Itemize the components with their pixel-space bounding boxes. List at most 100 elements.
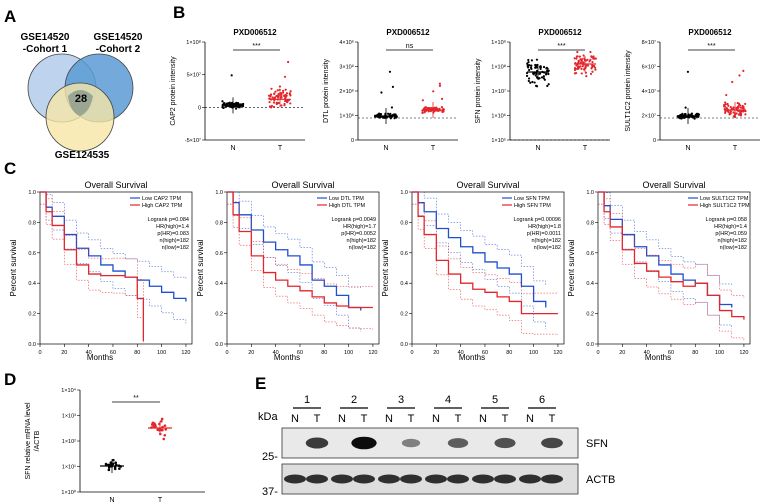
protein-plot-point-N (693, 117, 696, 120)
protein-plot-point-T (729, 105, 732, 109)
protein-plot-point-N (224, 105, 227, 108)
km-ci-lower-Low CAP2 TPM (40, 203, 187, 324)
protein-plot-point-T (731, 80, 734, 84)
km-plot-ytick-label: 0.8 (28, 220, 36, 226)
km-plot-xtick-label: 0 (38, 350, 41, 356)
km-plot-ytick-label: 0.8 (215, 220, 223, 226)
km-ci-upper-High DTL TPM (227, 191, 374, 288)
km-curve-High CAP2 TPM (40, 191, 145, 341)
km-plot-ytick-label: 0.8 (586, 220, 594, 226)
protein-plot-point-N (391, 85, 395, 88)
protein-plot-point-N (547, 72, 550, 76)
km-stat-line: n(high)=182 (531, 238, 561, 244)
protein-plot-point-T (580, 67, 583, 71)
blot-lane-number: 3 (398, 394, 404, 406)
protein-plot-ytick-label: 0 (351, 138, 354, 144)
protein-plot-significance: *** (707, 43, 715, 50)
km-plot-xtick-label: 80 (321, 350, 327, 356)
blot-kda-label: kDa (258, 411, 278, 423)
protein-plot-ytick-label: 1×10⁶ (491, 113, 506, 120)
venn-overlap-region (68, 90, 93, 116)
protein-plot-point-T (727, 110, 730, 113)
km-ci-lower-Low DTL TPM (227, 203, 362, 332)
blot-lane-label-T: T (455, 413, 462, 425)
protein-plot-point-N (528, 68, 531, 72)
blot-lane-label-N: N (479, 413, 487, 425)
protein-plot-point-T (438, 84, 442, 88)
km-plot-frame (39, 191, 193, 345)
blot-band-actb (306, 474, 328, 484)
venn-label-cohort2-a: GSE14520 (94, 32, 143, 43)
protein-plot-point-N (222, 102, 225, 105)
km-plot-xtick-label: 100 (344, 350, 353, 356)
venn-circle-gse124535 (45, 82, 115, 152)
km-ci-upper-Low DTL TPM (227, 191, 362, 290)
protein-plot-point-T (272, 105, 276, 109)
blot-band-actb (541, 474, 563, 484)
protein-plot-point-N (388, 70, 392, 73)
panel-label-e: E (255, 374, 266, 393)
km-plot-xtick-label: 80 (506, 350, 512, 356)
protein-plot-1: PXD006512 CAP2 protein intensity 1×10⁸ 5×10… (170, 28, 305, 152)
protein-plot-point-T (732, 106, 735, 109)
km-plot-ytick-label: 0.2 (28, 312, 36, 318)
km-ci-upper-High SULT1C2 TPM (598, 191, 745, 298)
km-plot-ylabel: Percent survival (567, 239, 576, 296)
protein-plot-point-N (529, 81, 532, 84)
blot-band-sfn (351, 436, 377, 450)
protein-plot-point-T (739, 110, 742, 114)
km-stat-line: Logrank p=0.084 (148, 217, 189, 223)
panel-label-c: C (4, 159, 16, 178)
km-plot-ytick-label: 0.0 (400, 342, 408, 348)
km-plot-ytick-label: 1.0 (400, 190, 408, 196)
protein-plot-point-T (427, 110, 430, 113)
protein-plot-point-T (421, 99, 424, 102)
km-curve-High SFN TPM (412, 191, 558, 315)
protein-plot-point-T (276, 89, 279, 92)
km-stat-line: HR(high)=1.4 (714, 224, 747, 230)
mrna-point-T (163, 433, 167, 437)
protein-plot-significance: *** (557, 43, 565, 50)
km-plot-ytick-label: 0.6 (28, 251, 36, 257)
protein-plot-point-T (729, 110, 732, 113)
protein-plot-point-N (538, 77, 541, 80)
protein-plot-point-T (739, 113, 743, 116)
protein-plot-ytick-label: 1×10⁷ (492, 88, 506, 95)
protein-plot-point-T (285, 94, 288, 97)
km-stat-line: n(low)=182 (534, 245, 561, 251)
km-plot-xtick-label: 100 (157, 350, 166, 356)
protein-plot-point-T (723, 103, 726, 107)
protein-plot-point-T (576, 50, 579, 54)
blot-lane-label-N: N (338, 413, 346, 425)
blot-band-sfn (401, 438, 421, 448)
km-plot-xtick-label: 40 (458, 350, 464, 356)
protein-plot-point-N (378, 113, 381, 116)
protein-plot-point-N (227, 102, 230, 105)
protein-plot-point-T (586, 64, 589, 67)
km-plot-ylabel: Percent survival (9, 239, 18, 296)
km-plot-xtick-label: 40 (273, 350, 279, 356)
km-legend-label: Low CAP2 TPM (142, 196, 181, 202)
protein-plot-point-N (526, 65, 529, 68)
protein-plot-category-N: N (230, 145, 235, 152)
blot-lane-number: 6 (539, 394, 545, 406)
protein-plot-ylabel: SFN protein intensity (475, 58, 482, 123)
protein-plot-2: PXD006512 DTL protein intensity 4×10⁶ 3×10⁶… (323, 28, 458, 152)
mrna-point-N (118, 467, 121, 470)
mrna-point-N (104, 462, 108, 466)
protein-plot-point-T (423, 111, 426, 114)
protein-plot-point-T (438, 82, 441, 85)
blot-lane-label-N: N (432, 413, 440, 425)
protein-plot-ytick-label: 1×10⁸ (491, 64, 506, 71)
protein-plot-point-T (273, 92, 276, 95)
protein-plot-ytick-label: 6×10⁷ (642, 64, 656, 71)
protein-plot-category-T: T (278, 145, 283, 152)
protein-plot-point-T (582, 54, 585, 57)
protein-plot-category-T: T (431, 145, 436, 152)
protein-plot-point-N (533, 81, 536, 84)
protein-plot-point-N (221, 100, 224, 103)
mrna-category-N: N (109, 497, 114, 503)
protein-plot-point-T (426, 107, 429, 110)
blot-band-actb (284, 474, 306, 484)
